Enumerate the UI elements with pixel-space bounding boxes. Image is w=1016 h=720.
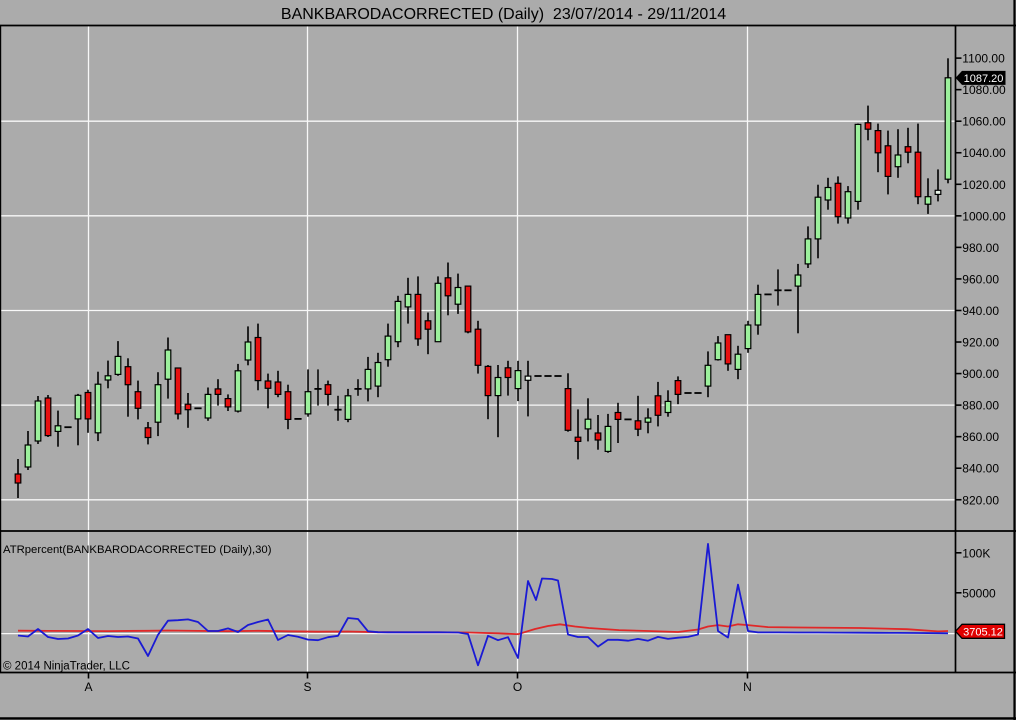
- svg-text:1040.00: 1040.00: [962, 146, 1006, 160]
- svg-text:1080.00: 1080.00: [962, 83, 1006, 97]
- svg-text:100K: 100K: [962, 546, 990, 560]
- svg-text:1000.00: 1000.00: [962, 209, 1006, 223]
- svg-text:880.00: 880.00: [962, 399, 999, 413]
- svg-text:940.00: 940.00: [962, 304, 999, 318]
- svg-text:© 2014 NinjaTrader, LLC: © 2014 NinjaTrader, LLC: [3, 661, 130, 673]
- svg-text:920.00: 920.00: [962, 336, 999, 350]
- svg-text:O: O: [513, 680, 522, 694]
- svg-text:1020.00: 1020.00: [962, 178, 1006, 192]
- svg-text:1060.00: 1060.00: [962, 115, 1006, 129]
- svg-text:900.00: 900.00: [962, 367, 999, 381]
- svg-text:860.00: 860.00: [962, 430, 999, 444]
- svg-text:ATRpercent(BANKBARODACORRECTED: ATRpercent(BANKBARODACORRECTED (Daily),3…: [3, 544, 272, 556]
- svg-text:A: A: [84, 680, 92, 694]
- svg-text:BANKBARODACORRECTED (Daily) 2: BANKBARODACORRECTED (Daily) 23/07/2014 -…: [281, 6, 726, 23]
- svg-text:3705.12: 3705.12: [963, 626, 1003, 638]
- svg-text:960.00: 960.00: [962, 272, 999, 286]
- svg-text:N: N: [743, 680, 752, 694]
- svg-text:820.00: 820.00: [962, 493, 999, 507]
- svg-text:S: S: [303, 680, 311, 694]
- svg-text:1087.20: 1087.20: [964, 73, 1004, 85]
- svg-text:840.00: 840.00: [962, 462, 999, 476]
- svg-text:980.00: 980.00: [962, 241, 999, 255]
- svg-text:1100.00: 1100.00: [962, 52, 1005, 66]
- svg-text:50000: 50000: [962, 586, 996, 600]
